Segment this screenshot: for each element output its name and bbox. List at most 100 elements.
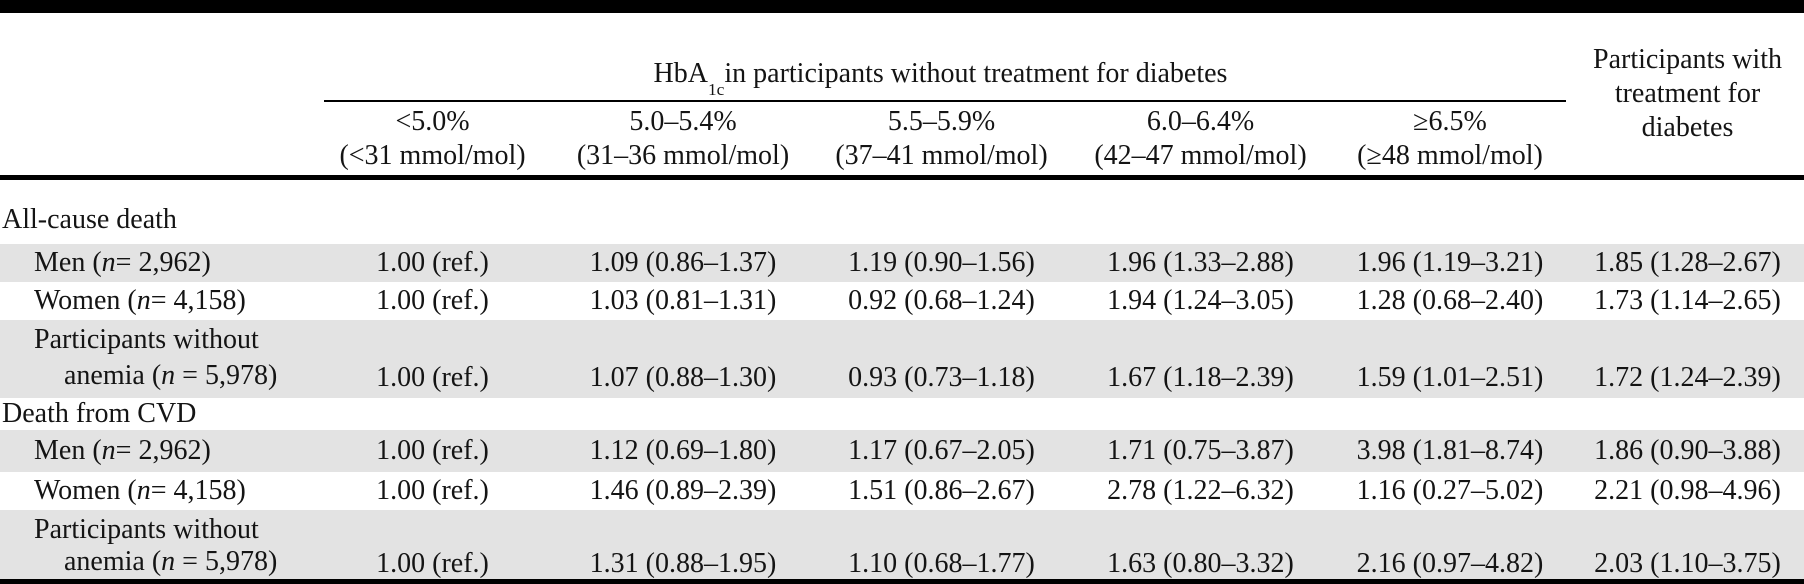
group-spanner-rule	[324, 100, 1566, 102]
hr-value: 1.07 (0.88–1.30)	[589, 362, 777, 393]
category-column-headers: <5.0% (<31 mmol/mol) 5.0–5.4% (31–36 mmo…	[310, 102, 1571, 175]
hr-value: 1.09 (0.86–1.37)	[589, 247, 777, 278]
row-label-text: Men (	[34, 247, 102, 278]
hr-value: 2.21 (0.98–4.96)	[1594, 475, 1781, 506]
column-pct-label: ≥6.5%	[1413, 105, 1487, 137]
row-label-text: anemia (	[64, 546, 162, 577]
hr-value: 0.93 (0.73–1.18)	[848, 362, 1035, 393]
row-label-text: Men (	[34, 435, 102, 466]
row-label: Men (n = 2,962)	[0, 430, 310, 472]
row-label-n-italic: n	[136, 285, 151, 316]
hr-value: 0.92 (0.68–1.24)	[848, 285, 1035, 316]
hr-value: 1.00 (ref.)	[376, 362, 489, 393]
column-header-5054: 5.0–5.4% (31–36 mmol/mol)	[555, 105, 811, 173]
hr-value: 1.94 (1.24–3.05)	[1107, 285, 1294, 316]
hr-value: 1.19 (0.90–1.56)	[848, 247, 1035, 278]
row-label-n-italic: n	[136, 475, 151, 506]
table-bottom-rule	[0, 579, 1804, 584]
hr-value: 1.86 (0.90–3.88)	[1594, 435, 1781, 466]
table-row-noanemia-cvd: Participants without anemia (n = 5,978) …	[0, 510, 1804, 579]
row-label-count: = 4,158)	[150, 475, 246, 506]
hr-value: 1.00 (ref.)	[376, 548, 489, 579]
table-row-men-cvd: Men (n = 2,962) 1.00 (ref.) 1.12 (0.69–1…	[0, 430, 1804, 472]
column-header-ge65: ≥6.5% (≥48 mmol/mol)	[1329, 105, 1571, 173]
row-label: Women (n = 4,158)	[0, 282, 310, 320]
column-pct-label: <5.0%	[395, 105, 470, 137]
row-label-line2: anemia (n = 5,978)	[34, 360, 277, 392]
hr-value: 1.73 (1.14–2.65)	[1594, 285, 1781, 316]
hr-value: 1.96 (1.33–2.88)	[1107, 247, 1294, 278]
hr-value: 2.03 (1.10–3.75)	[1594, 548, 1781, 579]
row-label-count: = 2,962)	[115, 247, 211, 278]
row-label-line1: Participants without	[34, 324, 259, 355]
hr-value: 1.00 (ref.)	[376, 435, 489, 466]
column-pct-label: 5.5–5.9%	[887, 105, 996, 137]
column-mmol-label: (37–41 mmol/mol)	[835, 139, 1048, 171]
row-label-count: = 2,962)	[115, 435, 211, 466]
table-row-women-cvd: Women (n = 4,158) 1.00 (ref.) 1.46 (0.89…	[0, 472, 1804, 510]
table-header: HbA 1c in participants without treatment …	[0, 13, 1804, 175]
row-label-text: Women (	[34, 285, 137, 316]
column-mmol-label: (≥48 mmol/mol)	[1357, 139, 1543, 171]
section-title: Death from CVD	[2, 398, 197, 429]
group-title-prefix: HbA	[653, 58, 708, 89]
row-label-count: = 5,978)	[175, 360, 278, 391]
section-row-all-cause-death: All-cause death	[0, 180, 1804, 244]
hr-value: 1.59 (1.01–2.51)	[1356, 362, 1544, 393]
row-label: Participants without anemia (n = 5,978)	[0, 320, 310, 398]
row-label-text: anemia (	[64, 360, 162, 391]
hr-value: 1.03 (0.81–1.31)	[589, 285, 777, 316]
row-label-count: = 4,158)	[150, 285, 246, 316]
header-body-rule	[0, 175, 1804, 180]
section-title: All-cause death	[2, 204, 177, 235]
row-label: Women (n = 4,158)	[0, 472, 310, 510]
table-row-noanemia-allcause: Participants without anemia (n = 5,978) …	[0, 320, 1804, 398]
hr-value: 1.12 (0.69–1.80)	[589, 435, 777, 466]
hr-value: 1.72 (1.24–2.39)	[1594, 362, 1781, 393]
hr-value: 1.31 (0.88–1.95)	[589, 548, 777, 579]
row-label-n-italic: n	[161, 546, 176, 577]
hr-value: 1.96 (1.19–3.21)	[1356, 247, 1544, 278]
untreated-group-title: HbA 1c in participants without treatment …	[653, 58, 1228, 99]
column-header-5559: 5.5–5.9% (37–41 mmol/mol)	[811, 105, 1072, 173]
column-pct-label: 5.0–5.4%	[629, 105, 737, 137]
header-label-spacer	[0, 13, 310, 175]
treated-column-header: Participants with treatment for diabetes	[1571, 13, 1804, 175]
column-mmol-label: (42–47 mmol/mol)	[1094, 139, 1307, 171]
row-label-line1: Participants without	[34, 514, 259, 545]
hr-value: 1.10 (0.68–1.77)	[848, 548, 1035, 579]
row-label-count: = 5,978)	[175, 546, 278, 577]
hr-value: 1.16 (0.27–5.02)	[1356, 475, 1544, 506]
section-row-death-from-cvd: Death from CVD	[0, 398, 1804, 430]
row-label-n-italic: n	[161, 360, 176, 391]
hr-value: 1.46 (0.89–2.39)	[589, 475, 777, 506]
column-mmol-label: (31–36 mmol/mol)	[576, 139, 790, 171]
row-label: Participants without anemia (n = 5,978)	[0, 510, 310, 584]
hr-value: 1.00 (ref.)	[376, 247, 489, 278]
hr-value: 1.28 (0.68–2.40)	[1356, 285, 1544, 316]
treated-header-line1: Participants with	[1593, 44, 1782, 75]
hr-value: 1.17 (0.67–2.05)	[848, 435, 1035, 466]
hr-value: 1.00 (ref.)	[376, 285, 489, 316]
hr-value: 1.51 (0.86–2.67)	[848, 475, 1035, 506]
untreated-group-header: HbA 1c in participants without treatment …	[310, 13, 1571, 175]
column-header-lt5: <5.0% (<31 mmol/mol)	[310, 105, 555, 173]
hr-value: 1.71 (0.75–3.87)	[1107, 435, 1294, 466]
row-label-n-italic: n	[101, 435, 116, 466]
hr-value: 1.85 (1.28–2.67)	[1594, 247, 1781, 278]
table-top-rule	[0, 0, 1804, 13]
row-label: Men (n = 2,962)	[0, 244, 310, 282]
group-title-suffix: in participants without treatment for di…	[724, 58, 1228, 89]
row-label-text: Women (	[34, 475, 137, 506]
row-label-line2: anemia (n = 5,978)	[34, 546, 277, 578]
column-header-6064: 6.0–6.4% (42–47 mmol/mol)	[1072, 105, 1329, 173]
row-label-n-italic: n	[101, 247, 116, 278]
hr-value: 2.16 (0.97–4.82)	[1356, 548, 1544, 579]
hr-value: 3.98 (1.81–8.74)	[1356, 435, 1544, 466]
hr-value: 2.78 (1.22–6.32)	[1107, 475, 1294, 506]
hr-value: 1.63 (0.80–3.32)	[1107, 548, 1294, 579]
column-pct-label: 6.0–6.4%	[1146, 105, 1255, 137]
column-mmol-label: (<31 mmol/mol)	[339, 139, 526, 171]
treated-header-line3: diabetes	[1641, 112, 1734, 143]
